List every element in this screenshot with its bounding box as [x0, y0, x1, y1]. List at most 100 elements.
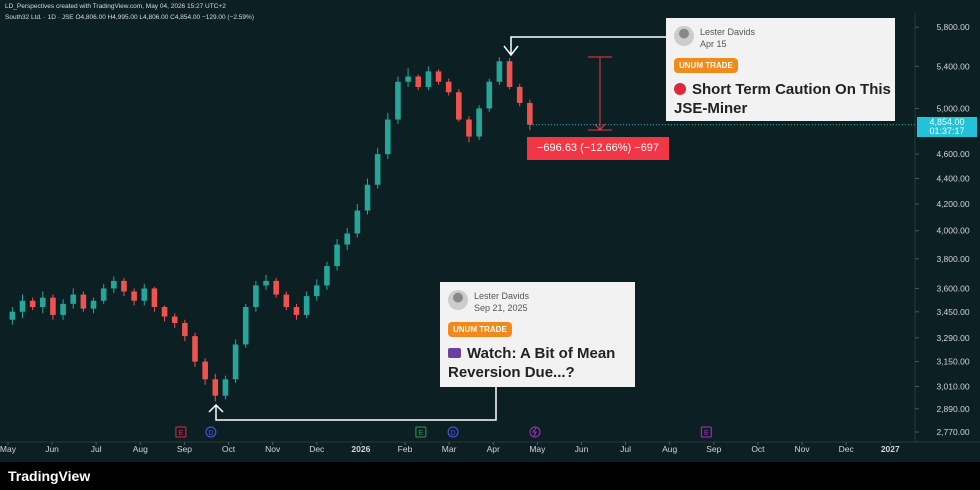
- symbol-info: South32 Ltd. · 1D · JSE O4,806.00 H4,995…: [5, 14, 254, 21]
- candle-body: [202, 361, 208, 380]
- candle-body: [151, 288, 158, 308]
- note-headline-wrap: Short Term Caution On This JSE-Miner: [674, 80, 895, 118]
- avatar: [674, 26, 694, 46]
- candle-body: [506, 61, 513, 87]
- countdown: 01:37:17: [929, 125, 965, 136]
- event-icon: [529, 426, 541, 438]
- event-label: D: [451, 430, 456, 437]
- candle-body: [425, 71, 432, 87]
- candle-body: [192, 336, 198, 362]
- candle-body: [364, 184, 371, 211]
- candle-body: [263, 280, 269, 286]
- candle-body: [374, 154, 381, 185]
- candle-body: [395, 81, 401, 120]
- camera-icon: [448, 348, 461, 358]
- candle-body: [496, 61, 503, 82]
- x-tick-label: Jun: [575, 444, 589, 454]
- candle-body: [456, 92, 462, 120]
- candle-body: [121, 280, 127, 292]
- candle-body: [212, 379, 219, 396]
- candle-body: [100, 288, 107, 301]
- logo[interactable]: TradingView: [8, 468, 91, 484]
- candle-body: [283, 294, 290, 308]
- y-tick-label: 3,150.00: [936, 357, 969, 367]
- x-tick-label: Aug: [133, 444, 148, 454]
- candle-body: [324, 266, 330, 286]
- note-author: Lester Davids: [474, 291, 530, 301]
- event-marker: [700, 426, 712, 438]
- candle-body: [313, 285, 320, 297]
- candle-body: [232, 344, 239, 380]
- x-tick-label: 2026: [351, 444, 370, 454]
- event-label: E: [179, 430, 184, 437]
- candle-body: [141, 288, 148, 301]
- x-tick-label: Jun: [45, 444, 59, 454]
- candle-body: [445, 81, 452, 93]
- x-tick-label: Mar: [442, 444, 457, 454]
- y-tick-label: 4,200.00: [936, 199, 969, 209]
- x-tick-label: Sep: [177, 444, 192, 454]
- y-tick-label: 3,290.00: [936, 333, 969, 343]
- event-label: E: [704, 430, 709, 437]
- candle-body: [29, 300, 36, 308]
- red-dot-icon: [674, 83, 686, 95]
- x-tick-label: Dec: [309, 444, 325, 454]
- candle-body: [80, 294, 87, 309]
- candle-body: [40, 297, 46, 308]
- chart: 5,800.00 5,400.00 5,000.00 4,600.00 4,400.00…: [0, 14, 980, 454]
- candle-body: [516, 86, 523, 104]
- candle-body: [344, 233, 350, 245]
- x-tick-label: Feb: [398, 444, 413, 454]
- avatar: [448, 290, 468, 310]
- note-headline: Watch: A Bit of Mean Reversion Due...?: [448, 345, 616, 381]
- credit: LD_Perspectives created with TradingView…: [5, 3, 226, 10]
- candle-body: [9, 311, 16, 320]
- candle-body: [70, 294, 77, 304]
- candle-body: [385, 119, 391, 155]
- candle-body: [334, 244, 340, 267]
- candle-body: [50, 297, 56, 315]
- y-tick-label: 4,000.00: [936, 226, 969, 236]
- x-tick-label: Apr: [487, 444, 500, 454]
- event-marker: [447, 426, 459, 438]
- note-card[interactable]: Lester Davids Sep 21, 2025 UNUM TRADE Wa…: [440, 282, 635, 387]
- y-tick-label: 4,600.00: [936, 149, 969, 159]
- y-tick-label: 5,800.00: [936, 22, 969, 32]
- x-tick-label: Dec: [839, 444, 855, 454]
- candle-body: [466, 119, 472, 137]
- last-price: 4,854.00: [929, 116, 965, 127]
- candle-body: [405, 76, 411, 82]
- x-tick-label: May: [0, 444, 17, 454]
- x-tick-label: Aug: [662, 444, 677, 454]
- candle-body: [293, 307, 300, 315]
- y-tick-label: 5,000.00: [936, 103, 969, 113]
- event-marker: [415, 426, 427, 438]
- candle-body: [161, 307, 168, 317]
- note-date: Apr 15: [700, 39, 727, 49]
- x-tick-label: Jul: [91, 444, 102, 454]
- x-tick-label: Sep: [706, 444, 721, 454]
- candle-body: [253, 285, 259, 308]
- note-connector: [208, 36, 666, 421]
- x-tick-label: 2027: [881, 444, 900, 454]
- y-tick-label: 3,450.00: [936, 307, 969, 317]
- measure-tool: [588, 56, 612, 131]
- candle-body: [354, 210, 361, 234]
- candle-body: [60, 303, 66, 315]
- candle-body: [111, 280, 117, 289]
- event-label: E: [419, 430, 424, 437]
- candle-body: [435, 71, 442, 82]
- x-tick-label: Jul: [620, 444, 631, 454]
- note-card[interactable]: Lester Davids Apr 15 UNUM TRADE Short Te…: [666, 18, 895, 121]
- y-tick-label: 3,600.00: [936, 283, 969, 293]
- note-author: Lester Davids: [700, 27, 756, 37]
- candle-body: [222, 379, 229, 396]
- measure-label: −696.63 (−12.66%) −697: [527, 137, 669, 160]
- candle-body: [19, 300, 26, 312]
- x-tick-label: Nov: [794, 444, 810, 454]
- y-tick-label: 3,800.00: [936, 254, 969, 264]
- candle-body: [171, 316, 178, 323]
- x-tick-label: May: [529, 444, 546, 454]
- candle-body: [415, 76, 422, 87]
